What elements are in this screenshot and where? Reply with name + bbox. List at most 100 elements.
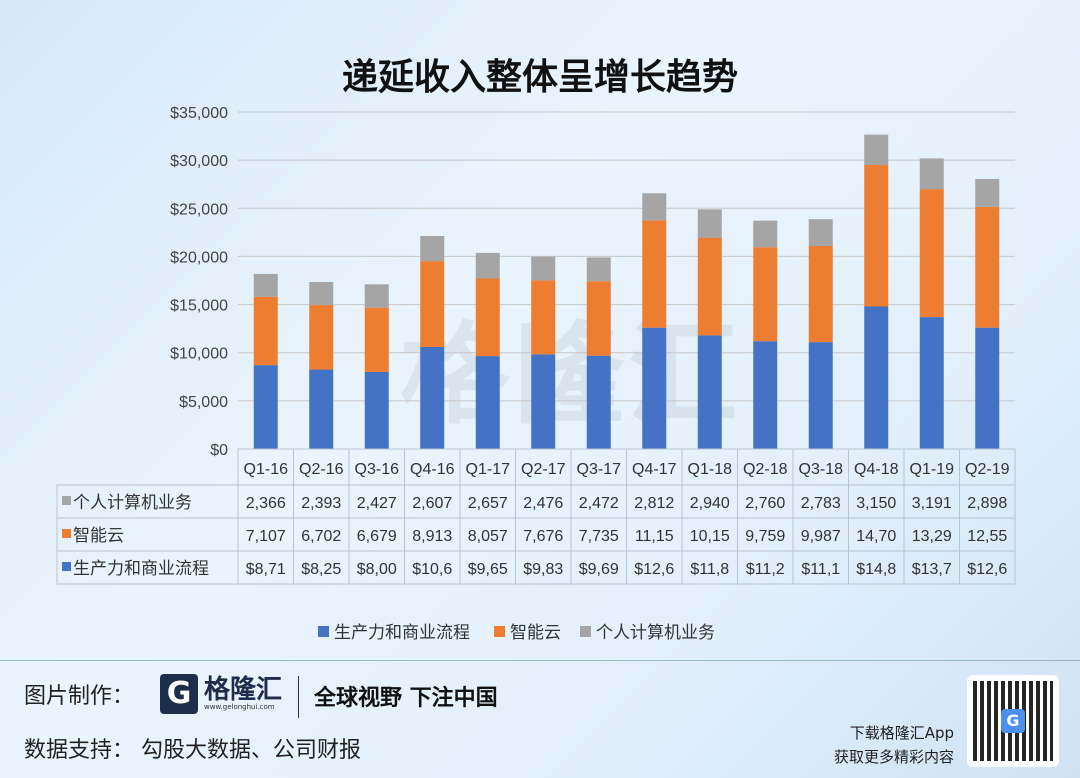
- bar-pc: [808, 219, 833, 246]
- bar-pc: [975, 178, 1000, 207]
- bar-cloud: [253, 296, 278, 366]
- legend-key: [62, 496, 71, 505]
- logo-url: www.gelonghui.com: [204, 703, 275, 711]
- bar-productivity: [864, 306, 889, 449]
- legend-entry: 个人计算机业务: [596, 623, 715, 643]
- data-label: 9,987: [801, 528, 841, 545]
- bar-cloud: [808, 245, 833, 343]
- data-label: $10,6: [412, 561, 452, 578]
- y-tick-label: $15,000: [170, 298, 228, 315]
- bar-cloud: [975, 206, 1000, 328]
- data-label: 6,679: [357, 528, 397, 545]
- bar-pc: [364, 284, 389, 308]
- app-promo-text: 获取更多精彩内容: [833, 748, 954, 766]
- bar-productivity: [364, 371, 389, 449]
- data-label: 2,476: [523, 495, 563, 512]
- bar-pc: [586, 257, 611, 282]
- legend-swatch: [580, 626, 591, 637]
- bar-cloud: [753, 247, 778, 342]
- qr-code[interactable]: G: [967, 675, 1059, 767]
- data-label: $11,1: [801, 561, 840, 578]
- data-label: $13,7: [912, 561, 952, 578]
- legend-key: [62, 529, 71, 538]
- data-label: $9,69: [579, 561, 619, 578]
- data-label: 2,657: [468, 495, 508, 512]
- bar-productivity: [531, 354, 556, 449]
- x-tick-label: Q4-17: [632, 461, 677, 478]
- data-label: 2,812: [634, 495, 674, 512]
- data-label: $11,2: [746, 561, 785, 578]
- bar-cloud: [475, 278, 500, 357]
- bar-cloud: [364, 307, 389, 372]
- footer-divider: [0, 660, 1080, 661]
- bar-cloud: [531, 280, 556, 355]
- bar-productivity: [753, 341, 778, 449]
- data-label: 10,15: [690, 528, 730, 545]
- logo-g-icon: G: [160, 674, 198, 714]
- data-label: $11,8: [690, 561, 729, 578]
- legend-key: [62, 562, 71, 571]
- data-label: 8,913: [412, 528, 452, 545]
- bar-productivity: [642, 327, 667, 449]
- bar-pc: [309, 281, 334, 306]
- bar-pc: [864, 134, 889, 165]
- y-tick-label: $25,000: [170, 201, 228, 218]
- legend-entry: 智能云: [510, 623, 561, 643]
- x-tick-label: Q2-16: [299, 461, 344, 478]
- y-tick-label: $10,000: [170, 346, 228, 363]
- footer-separator: [298, 676, 299, 718]
- bar-pc: [642, 193, 667, 221]
- x-tick-label: Q2-18: [743, 461, 788, 478]
- bar-cloud: [420, 261, 445, 347]
- data-label: 3,191: [912, 495, 952, 512]
- data-label: 2,783: [801, 495, 841, 512]
- y-tick-label: $0: [210, 442, 228, 459]
- bar-productivity: [309, 369, 334, 449]
- data-label: 2,898: [967, 495, 1007, 512]
- x-tick-label: Q1-16: [244, 461, 289, 478]
- bar-productivity: [919, 317, 944, 449]
- stacked-bar-chart: $0 $5,000 $10,000 $15,000 $20,000 $25,000 $30,…: [56, 105, 1016, 643]
- data-label: $8,00: [357, 561, 397, 578]
- x-tick-label: Q1-19: [910, 461, 955, 478]
- data-label: $12,6: [967, 561, 1007, 578]
- y-tick-label: $5,000: [179, 394, 228, 411]
- data-label: 2,393: [301, 495, 341, 512]
- data-label: $12,6: [634, 561, 674, 578]
- legend-swatch: [318, 626, 329, 637]
- x-tick-label: Q4-18: [854, 461, 899, 478]
- x-tick-label: Q1-18: [688, 461, 733, 478]
- bar-pc: [420, 236, 445, 262]
- bar-pc: [697, 209, 722, 238]
- bar-cloud: [864, 164, 889, 307]
- legend-swatch: [494, 626, 505, 637]
- y-tick-label: $20,000: [170, 249, 228, 266]
- bar-pc: [531, 256, 556, 281]
- made-by-label: 图片制作：: [24, 684, 135, 709]
- table-series-label: 智能云: [73, 526, 124, 546]
- data-label: 14,70: [856, 528, 896, 545]
- logo-text: 格隆汇: [204, 675, 283, 705]
- data-label: 2,940: [690, 495, 730, 512]
- x-tick-label: Q4-16: [410, 461, 455, 478]
- data-label: 2,607: [412, 495, 452, 512]
- bar-pc: [919, 158, 944, 190]
- data-label: 3,150: [856, 495, 896, 512]
- data-label: $8,25: [301, 561, 341, 578]
- bar-productivity: [253, 365, 278, 449]
- data-label: $9,83: [523, 561, 563, 578]
- x-tick-label: Q2-17: [521, 461, 566, 478]
- x-tick-label: Q3-16: [355, 461, 400, 478]
- bar-productivity: [420, 346, 445, 449]
- data-label: 11,15: [635, 528, 674, 545]
- watermark: 格隆汇: [400, 311, 742, 439]
- data-label: 2,472: [579, 495, 619, 512]
- slogan: 全球视野 下注中国: [314, 686, 498, 711]
- bar-productivity: [975, 327, 1000, 449]
- data-label: 2,366: [246, 495, 286, 512]
- data-label: 13,29: [912, 528, 952, 545]
- data-label: 12,55: [967, 528, 1007, 545]
- data-label: 2,760: [745, 495, 785, 512]
- bar-cloud: [586, 281, 611, 356]
- bar-pc: [475, 252, 500, 279]
